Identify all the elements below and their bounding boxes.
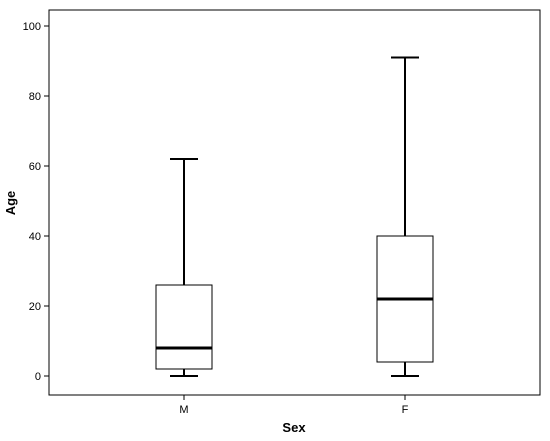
y-axis-ticks: 0 20 40 60 80 100 (23, 21, 49, 383)
y-tick-label: 40 (29, 231, 41, 243)
box-series (155, 56, 434, 377)
y-tick-label: 20 (29, 301, 41, 313)
plot-frame (48, 9, 541, 396)
box-m (155, 158, 213, 377)
x-axis-title: Sex (282, 420, 306, 435)
y-tick-label: 60 (29, 161, 41, 173)
x-tick-label: M (179, 404, 188, 416)
box-f (376, 56, 434, 377)
y-tick-label: 0 (35, 371, 41, 383)
x-tick-label: F (402, 404, 409, 416)
y-axis-title: Age (3, 191, 18, 216)
y-tick-label: 80 (29, 91, 41, 103)
iqr-box (155, 284, 213, 370)
y-tick-label: 100 (23, 21, 41, 33)
